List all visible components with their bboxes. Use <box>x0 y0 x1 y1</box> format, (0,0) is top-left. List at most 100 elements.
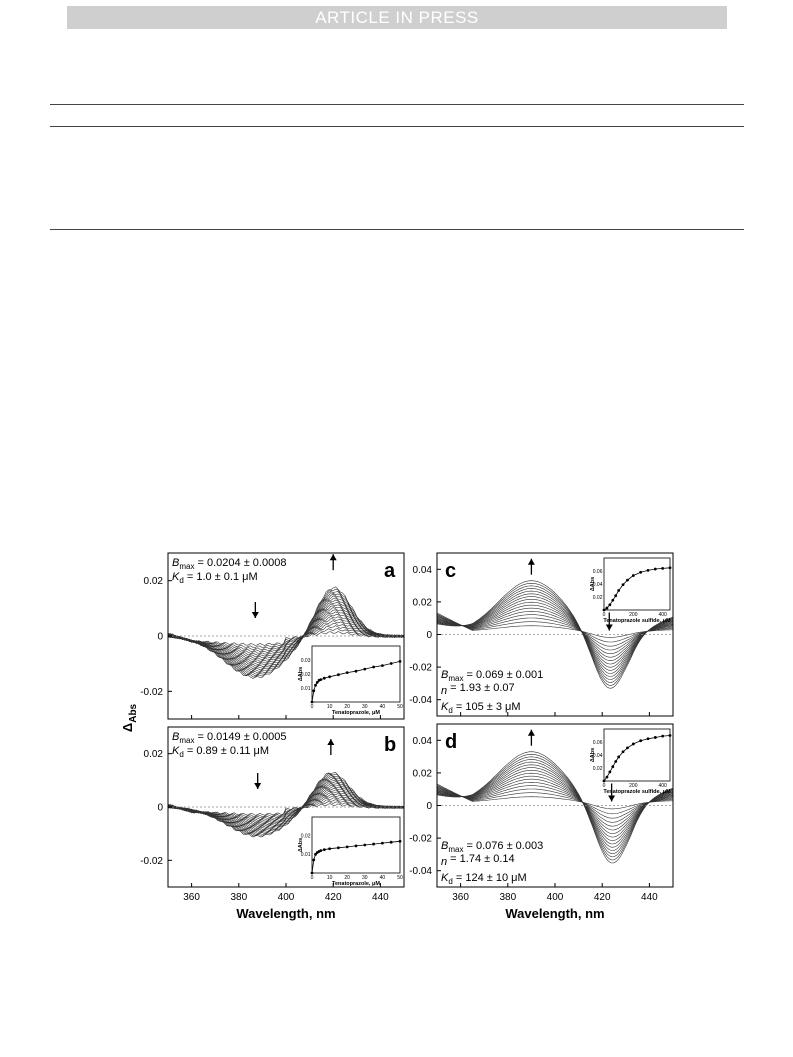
panel-c-ytick-label: 0.02 <box>413 597 433 608</box>
spectrum-line <box>436 759 674 855</box>
spectrum-line <box>436 770 674 841</box>
panel-c-inset-ytick: 0.04 <box>593 582 603 588</box>
panel-c-ytick-label: -0.04 <box>409 695 432 706</box>
panel-c-x-ticks <box>460 712 650 716</box>
spectrum-line <box>436 751 674 864</box>
spectrum-line <box>436 756 674 858</box>
inset-data-point <box>381 841 384 845</box>
panel-b-ytick-label: 0 <box>157 803 163 814</box>
inset-data-point <box>631 742 635 746</box>
spectrum-line <box>436 612 674 638</box>
inset-data-point <box>314 683 317 687</box>
spectrum-line <box>436 604 674 661</box>
inset-data-point <box>621 583 625 587</box>
panel-a-inset-ytick: 0.03 <box>301 658 311 664</box>
panel-b-ytick-label: 0.02 <box>144 749 164 760</box>
inset-data-point <box>363 843 367 847</box>
inset-data-point <box>322 676 326 680</box>
panel-b: 0.02 0 -0.02 360 380 400 420 440 Wavelen… <box>140 726 405 921</box>
panel-d-inset-frame <box>603 728 671 782</box>
panel-c-inset-ylabel: ΔAbs <box>590 577 596 591</box>
panel-c-bmax: Bmax = 0.069 ± 0.001 <box>441 669 543 683</box>
panel-d-n: n = 1.74 ± 0.14 <box>441 853 515 868</box>
panel-c-ytick-label: 0.04 <box>413 565 433 576</box>
panel-a-inset-xtick: 40 <box>380 704 386 710</box>
panel-a-spectra <box>167 586 405 679</box>
panel-a-kd: Kd = 1.0 ± 0.1 μM <box>172 571 258 585</box>
inset-data-point <box>646 568 650 572</box>
inset-data-point <box>328 675 331 679</box>
panel-b-xtick-label: 420 <box>325 892 342 903</box>
inset-data-point <box>605 775 609 779</box>
panel-b-spectra <box>167 772 405 838</box>
panel-b-x-ticks: 360 380 400 420 440 <box>183 883 389 903</box>
inset-data-point <box>605 606 609 610</box>
inset-data-point <box>614 594 618 598</box>
panel-b-inset-xtick: 50 <box>397 875 403 881</box>
panel-a-ytick-label: 0 <box>157 632 163 643</box>
panel-d-y-ticks: 0.04 0.02 0 -0.02 -0.04 <box>409 736 441 877</box>
inset-data-point <box>611 765 615 769</box>
spectrum-line <box>436 607 674 658</box>
panel-b-inset-xtick: 40 <box>380 875 386 881</box>
panel-a-bmax: Bmax = 0.0204 ± 0.0008 <box>172 557 286 571</box>
inset-data-point <box>310 871 314 875</box>
change-arrow-head <box>254 783 262 789</box>
inset-data-point <box>626 746 629 750</box>
panel-b-xtick-label: 380 <box>230 892 247 903</box>
panel-d-inset-points <box>602 734 672 783</box>
inset-data-point <box>653 736 657 739</box>
spectrum-line <box>436 614 674 651</box>
panel-d-inset-ytick: 0.02 <box>593 766 603 772</box>
panel-c-inset-xtick: 0 <box>603 612 606 618</box>
spectrum-line <box>436 593 674 674</box>
inset-data-point <box>354 669 358 673</box>
panel-a-inset-ylabel: ΔAbs <box>298 667 304 681</box>
inset-data-point <box>653 567 657 571</box>
panel-a-inset: 0 10 20 30 40 50 0.01 0.02 0.03 Tenatopr… <box>298 645 403 716</box>
panel-b-inset-x-ticks: 0 10 20 30 40 50 <box>311 875 403 881</box>
panel-c-inset-ytick: 0.06 <box>593 569 603 575</box>
panel-d-inset-ylabel: ΔAbs <box>590 748 596 762</box>
panel-a-inset-xtick: 20 <box>344 704 350 710</box>
abs-subscript: Abs <box>128 703 139 722</box>
inset-data-point <box>602 779 606 783</box>
spectrum-line <box>167 799 405 819</box>
panel-d-inset-xtick: 400 <box>658 783 667 789</box>
inset-data-point <box>337 673 340 677</box>
panel-b-kd: Kd = 0.89 ± 0.11 μM <box>172 745 269 759</box>
spectrum-line <box>167 773 405 837</box>
header-rule-bottom <box>50 229 744 230</box>
panel-a-inset-xlabel: Tenatoprazole, μM <box>332 710 380 716</box>
panel-b-arrows <box>254 739 335 789</box>
spectrum-line <box>436 613 674 643</box>
inset-data-point <box>617 755 621 759</box>
header-rule-top <box>50 104 744 105</box>
panel-a-arrows <box>251 554 337 618</box>
change-arrow-head <box>527 558 535 565</box>
inset-data-point <box>312 858 316 862</box>
panel-a-inset-frame <box>311 645 401 703</box>
panel-d-inset-xtick: 200 <box>629 783 638 789</box>
panel-c-letter: c <box>445 560 456 582</box>
panel-a-inset-xtick: 10 <box>327 704 333 710</box>
panel-b-bmax: Bmax = 0.0149 ± 0.0005 <box>172 731 286 745</box>
spectrum-line <box>436 588 674 680</box>
spectrum-line <box>436 596 674 671</box>
panel-a-letter: a <box>384 560 396 582</box>
panel-b-inset-y-ticks: 0.01 0.02 <box>301 833 311 858</box>
panel-d-x-axis-label: Wavelength, nm <box>505 906 604 921</box>
inset-data-point <box>398 660 402 663</box>
panel-c-inset-frame <box>603 557 671 611</box>
panel-b-inset-ytick: 0.02 <box>301 833 311 839</box>
panel-d: 0.04 0.02 0 -0.02 -0.04 360 380 400 420 … <box>409 723 674 921</box>
panel-a-inset-ytick: 0.01 <box>301 686 311 692</box>
panel-c-ytick-label: 0 <box>426 630 432 641</box>
inset-data-point <box>398 839 402 843</box>
spectrum-line <box>436 610 674 654</box>
panel-a-x-ticks <box>191 715 381 719</box>
panel-c-inset-y-ticks: 0.02 0.04 0.06 <box>593 569 603 601</box>
inset-data-point <box>611 598 615 602</box>
spectrum-line <box>167 586 405 679</box>
